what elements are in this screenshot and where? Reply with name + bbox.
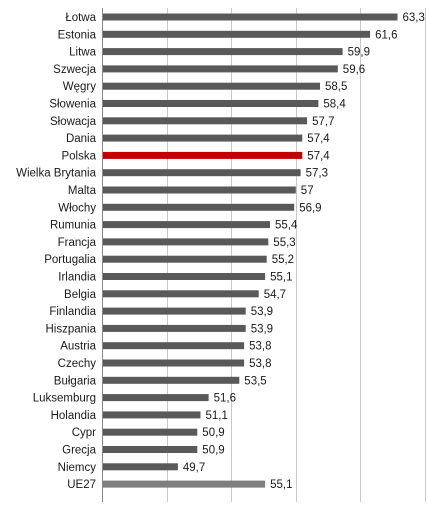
value-label: 51,6 bbox=[214, 393, 236, 405]
category-label: Belgia bbox=[64, 289, 97, 301]
value-label: 57,4 bbox=[307, 133, 330, 145]
value-label: 57 bbox=[301, 185, 314, 197]
value-label: 54,7 bbox=[264, 289, 286, 301]
value-label: 55,4 bbox=[275, 220, 298, 232]
category-label: Portugalia bbox=[44, 254, 96, 266]
category-label: Grecja bbox=[62, 445, 96, 457]
category-label: Niemcy bbox=[58, 462, 97, 474]
bar bbox=[103, 48, 343, 56]
bar bbox=[103, 255, 267, 263]
value-label: 53,8 bbox=[249, 341, 271, 353]
value-label: 57,3 bbox=[306, 168, 328, 180]
value-label: 53,9 bbox=[251, 323, 273, 335]
bar bbox=[103, 411, 201, 419]
bar bbox=[103, 394, 209, 402]
category-label: Austria bbox=[60, 341, 96, 353]
value-label: 58,4 bbox=[323, 99, 346, 111]
bar bbox=[103, 480, 266, 488]
value-label: 50,9 bbox=[202, 427, 224, 439]
value-label: 56,9 bbox=[299, 202, 321, 214]
value-label: 55,3 bbox=[273, 237, 295, 249]
category-label: Litwa bbox=[69, 47, 96, 59]
value-label: 59,6 bbox=[343, 64, 365, 76]
value-label: 63,3 bbox=[403, 12, 425, 24]
category-label: Holandia bbox=[51, 410, 97, 422]
bar bbox=[103, 151, 303, 159]
category-label: Wielka Brytania bbox=[16, 168, 96, 180]
bar bbox=[103, 134, 303, 142]
category-label: Rumunia bbox=[50, 220, 97, 232]
bar bbox=[103, 117, 308, 125]
category-label: Hiszpania bbox=[46, 323, 97, 335]
category-label: Francja bbox=[58, 237, 97, 249]
category-labels: Łotwa Estonia Litwa Szwecja Węgry Słowenia Sło… bbox=[16, 12, 96, 491]
category-label: Cypr bbox=[72, 427, 96, 439]
bar bbox=[103, 221, 270, 229]
bar bbox=[103, 376, 240, 384]
bar bbox=[103, 13, 398, 21]
bar bbox=[103, 324, 246, 332]
value-label: 58,5 bbox=[325, 81, 347, 93]
value-label: 57,7 bbox=[312, 116, 334, 128]
value-labels: 63,3 61,6 59,9 59,6 58,5 58,4 57,7 57,4 57,4 57,3… bbox=[183, 12, 425, 491]
bar bbox=[103, 30, 371, 38]
bar bbox=[103, 100, 319, 107]
bar bbox=[103, 169, 301, 177]
value-label: 49,7 bbox=[183, 462, 205, 474]
value-label: 53,9 bbox=[251, 306, 273, 318]
category-label: Malta bbox=[68, 185, 97, 197]
value-label: 61,6 bbox=[375, 29, 397, 41]
value-label: 53,5 bbox=[244, 375, 266, 387]
value-label: 55,2 bbox=[272, 254, 294, 266]
bar bbox=[103, 65, 338, 73]
bar bbox=[103, 82, 320, 90]
bar bbox=[103, 428, 198, 436]
gridlines bbox=[102, 8, 426, 502]
category-label: Węgry bbox=[63, 81, 96, 93]
bars bbox=[103, 13, 398, 488]
value-label: 55,1 bbox=[270, 272, 292, 284]
bar bbox=[103, 238, 269, 246]
value-label: 55,1 bbox=[270, 479, 292, 491]
value-label: 51,1 bbox=[206, 410, 228, 422]
category-label: Polska bbox=[61, 150, 96, 162]
bar bbox=[103, 446, 198, 453]
bar bbox=[103, 359, 245, 367]
category-label: Estonia bbox=[58, 29, 97, 41]
value-label: 59,9 bbox=[348, 47, 370, 59]
category-label: Łotwa bbox=[65, 12, 96, 24]
value-label: 53,8 bbox=[249, 358, 271, 370]
category-label: Irlandia bbox=[58, 272, 96, 284]
category-label: Dania bbox=[66, 133, 97, 145]
category-label: Luksemburg bbox=[33, 393, 96, 405]
bar bbox=[103, 203, 295, 211]
bar bbox=[103, 342, 245, 350]
category-label: Włochy bbox=[58, 202, 96, 214]
bar bbox=[103, 463, 178, 471]
category-label: Słowenia bbox=[49, 99, 96, 111]
bar bbox=[103, 273, 266, 280]
category-label: Słowacja bbox=[50, 116, 97, 128]
bar bbox=[103, 307, 246, 315]
bar bbox=[103, 186, 296, 194]
category-label: Bułgaria bbox=[54, 375, 97, 387]
value-label: 57,4 bbox=[307, 150, 330, 162]
category-label: UE27 bbox=[67, 479, 96, 491]
bar bbox=[103, 290, 259, 298]
category-label: Czechy bbox=[58, 358, 97, 370]
category-label: Finlandia bbox=[49, 306, 96, 318]
category-label: Szwecja bbox=[53, 64, 96, 76]
value-label: 50,9 bbox=[202, 445, 224, 457]
